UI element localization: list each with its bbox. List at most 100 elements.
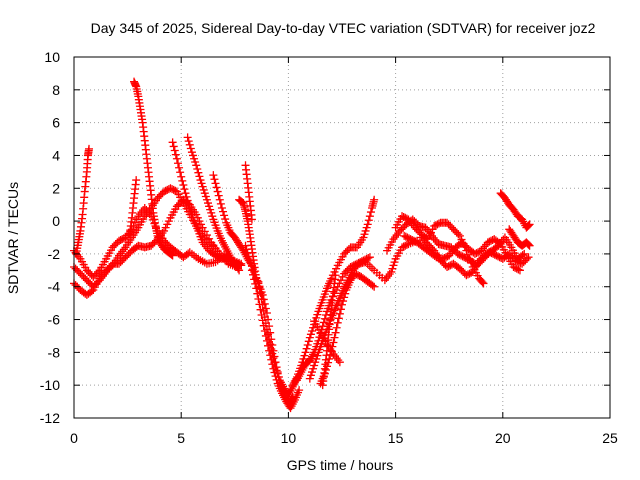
data-point — [213, 187, 222, 196]
data-point — [192, 161, 201, 170]
plot-frame — [73, 56, 611, 419]
data-point — [247, 266, 256, 275]
data-point — [336, 305, 345, 314]
data-point — [171, 150, 180, 159]
data-point — [455, 231, 464, 240]
data-point — [211, 179, 220, 188]
data-point — [525, 220, 534, 229]
data-point — [522, 254, 531, 263]
data-point — [525, 241, 534, 250]
data-point — [85, 144, 94, 153]
data-point — [234, 264, 243, 273]
data-point — [363, 220, 372, 229]
data-point — [183, 196, 192, 205]
data-point — [523, 240, 532, 249]
data-point — [269, 354, 278, 363]
series-sat-l — [241, 241, 297, 408]
y-tick-label: 0 — [52, 213, 60, 229]
data-point — [268, 349, 277, 358]
data-point — [335, 358, 344, 367]
y-tick-label: -6 — [48, 312, 61, 328]
data-point — [365, 262, 374, 271]
y-tick-label: -4 — [48, 279, 61, 295]
data-point — [479, 279, 488, 288]
data-point — [178, 176, 187, 185]
data-point — [524, 221, 533, 230]
data-point — [181, 189, 190, 198]
data-point — [184, 137, 193, 146]
data-point — [244, 252, 253, 261]
data-point — [185, 140, 194, 149]
data-point — [132, 176, 141, 185]
data-point — [177, 172, 186, 181]
x-tick-label: 5 — [177, 430, 185, 446]
data-point — [335, 309, 344, 318]
series-sat-d — [72, 144, 94, 258]
data-point — [320, 314, 329, 323]
data-point — [370, 282, 379, 291]
data-point — [172, 154, 181, 163]
data-point — [194, 168, 203, 177]
data-point — [261, 319, 270, 328]
data-point — [216, 199, 225, 208]
data-point — [338, 300, 346, 309]
data-point — [220, 211, 229, 220]
series-sat-n — [254, 277, 301, 400]
y-tick-label: 8 — [52, 82, 60, 98]
data-point — [242, 245, 251, 254]
data-point — [365, 212, 374, 221]
data-point — [465, 254, 474, 263]
data-point — [331, 328, 340, 337]
chart-title: Day 345 of 2025, Sidereal Day-to-day VTE… — [91, 20, 596, 36]
data-point — [523, 222, 532, 231]
data-point — [179, 180, 188, 189]
data-markers — [70, 77, 534, 413]
data-point — [332, 323, 341, 332]
data-point — [183, 133, 192, 142]
data-point — [259, 306, 268, 315]
data-point — [370, 195, 379, 204]
data-point — [368, 281, 377, 290]
data-point — [478, 278, 487, 287]
x-tick-label: 0 — [70, 430, 78, 446]
data-point — [368, 264, 377, 273]
y-axis-label: SDTVAR / TECUs — [5, 182, 21, 294]
data-point — [214, 191, 223, 200]
x-tick-label: 15 — [388, 430, 404, 446]
data-point — [173, 159, 182, 168]
data-point — [170, 146, 179, 155]
data-point — [212, 183, 221, 192]
data-point — [515, 266, 524, 275]
data-point — [364, 216, 373, 225]
data-point — [241, 241, 250, 250]
data-point — [366, 208, 375, 217]
data-point — [176, 168, 185, 177]
data-point — [184, 200, 193, 209]
data-point — [262, 325, 271, 334]
series-sat-o — [288, 195, 379, 390]
y-tick-label: 6 — [52, 115, 60, 131]
data-point — [217, 203, 226, 212]
data-point — [341, 289, 350, 298]
series-sat-y — [496, 189, 534, 232]
y-tick-labels: -12 -10 -8 -6 -4 -2 0 2 4 6 8 10 — [40, 49, 60, 426]
data-point — [524, 253, 533, 262]
data-point — [258, 300, 267, 309]
data-point — [330, 333, 339, 342]
data-point — [265, 335, 274, 344]
data-point — [428, 244, 437, 253]
data-point — [303, 340, 312, 349]
data-point — [219, 207, 228, 216]
series-sat-m — [247, 266, 304, 413]
data-point — [167, 250, 176, 259]
data-point — [518, 251, 527, 260]
data-point — [331, 271, 340, 280]
data-point — [524, 240, 533, 249]
y-tick-label: -8 — [48, 344, 61, 360]
y-tick-label: -12 — [40, 410, 60, 426]
data-point — [186, 144, 195, 153]
x-axis-label: GPS time / hours — [287, 457, 394, 473]
data-point — [339, 297, 348, 306]
series-sat-k — [241, 161, 256, 224]
